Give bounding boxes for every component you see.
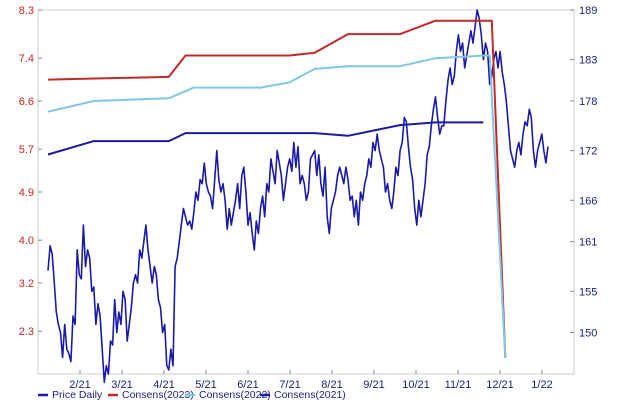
left-tick-label: 3.2	[19, 278, 34, 290]
series-line-consens-2021	[47, 121, 484, 156]
legend-label: Consens(2022)	[199, 389, 271, 401]
left-tick-label: 8.3	[19, 5, 34, 17]
series-line-price-daily	[47, 9, 549, 384]
series-line-consens-2023	[47, 19, 507, 358]
right-tick-label: 155	[579, 286, 597, 298]
x-tick-label: 12/21	[486, 379, 514, 391]
legend-label: Consens(2021)	[274, 389, 346, 401]
x-tick-label: 3/21	[111, 379, 132, 391]
right-tick-label: 189	[579, 5, 597, 17]
x-tick-label: 6/21	[237, 379, 258, 391]
x-tick-label: 7/21	[279, 379, 300, 391]
x-tick-label: 8/21	[321, 379, 342, 391]
x-tick-label: 4/21	[153, 379, 174, 391]
x-tick-label: 10/21	[402, 379, 430, 391]
right-tick-label: 178	[579, 96, 597, 108]
x-axis: 2/21 3/21 4/21 5/21 6/21 7/21 8/21 9/21 10/21 11/…	[69, 370, 553, 391]
legend: Price Daily Consens(2023) Consens(2022) Con…	[38, 389, 346, 401]
legend-label: Consens(2023)	[122, 389, 194, 401]
left-tick-label: 4.9	[19, 187, 34, 199]
right-tick-label: 161	[579, 237, 597, 249]
legend-label: Price Daily	[52, 389, 103, 401]
x-tick-label: 2/21	[69, 379, 90, 391]
right-tick-label: 172	[579, 146, 597, 158]
series-layer	[47, 9, 549, 384]
right-tick-label: 166	[579, 195, 597, 207]
left-tick-label: 7.4	[19, 53, 34, 65]
x-tick-label: 5/21	[195, 379, 216, 391]
left-tick-label: 4.0	[19, 235, 34, 247]
series-line-consens-2022	[47, 54, 507, 358]
left-axis: 8.3 7.4 6.6 5.7 4.9 4.0 3.2 2.3	[19, 5, 42, 338]
right-tick-label: 150	[579, 328, 597, 340]
right-tick-label: 183	[579, 55, 597, 67]
left-tick-label: 2.3	[19, 326, 34, 338]
left-tick-label: 5.7	[19, 144, 34, 156]
right-axis: 189 183 178 172 166 161 155 150	[570, 5, 597, 340]
x-tick-label: 11/21	[445, 379, 472, 391]
left-tick-label: 6.6	[19, 96, 34, 108]
x-tick-label: 9/21	[363, 379, 384, 391]
x-tick-label: 1/22	[531, 379, 552, 391]
